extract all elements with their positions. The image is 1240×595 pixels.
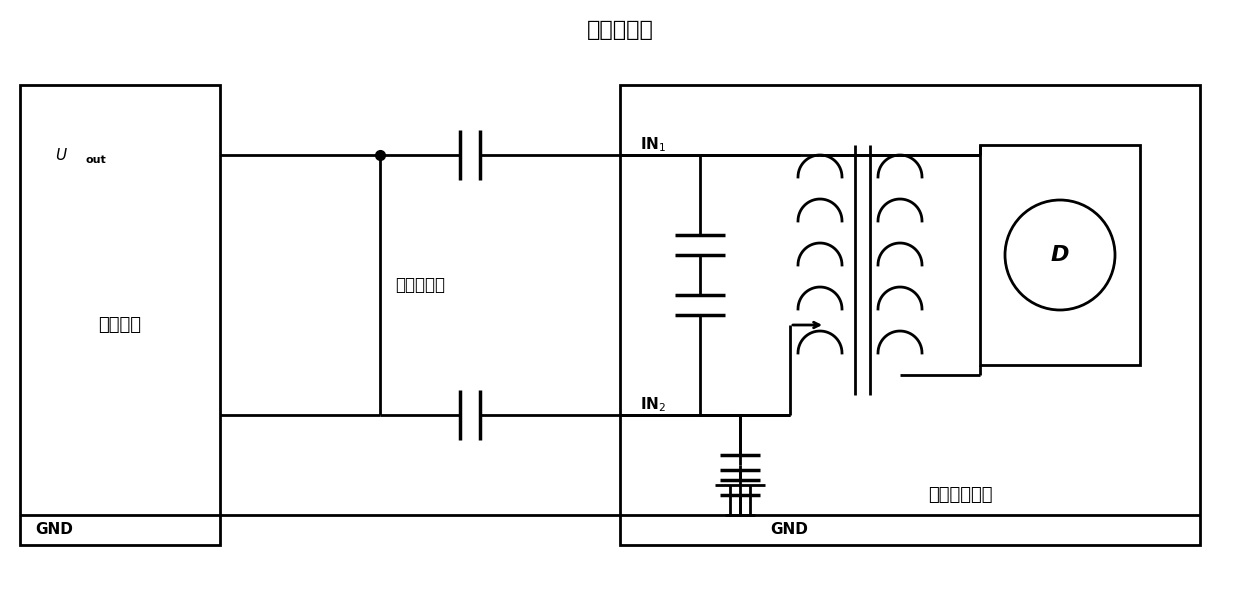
- Text: GND: GND: [770, 522, 808, 537]
- Text: D: D: [1050, 245, 1069, 265]
- Text: $U$: $U$: [55, 147, 68, 163]
- Bar: [980, 145, 1140, 365]
- Text: IN$_1$: IN$_1$: [640, 136, 666, 154]
- Text: GND: GND: [35, 522, 73, 537]
- Text: 标准电容器: 标准电容器: [587, 20, 653, 40]
- Text: 高压电源: 高压电源: [98, 316, 141, 334]
- Bar: [620, 85, 1200, 545]
- Text: IN$_2$: IN$_2$: [640, 396, 666, 414]
- Text: 被测电容器: 被测电容器: [396, 276, 445, 294]
- Text: 高压电容电桥: 高压电容电桥: [928, 486, 992, 504]
- Bar: [20, 85, 219, 545]
- Text: out: out: [86, 155, 105, 165]
